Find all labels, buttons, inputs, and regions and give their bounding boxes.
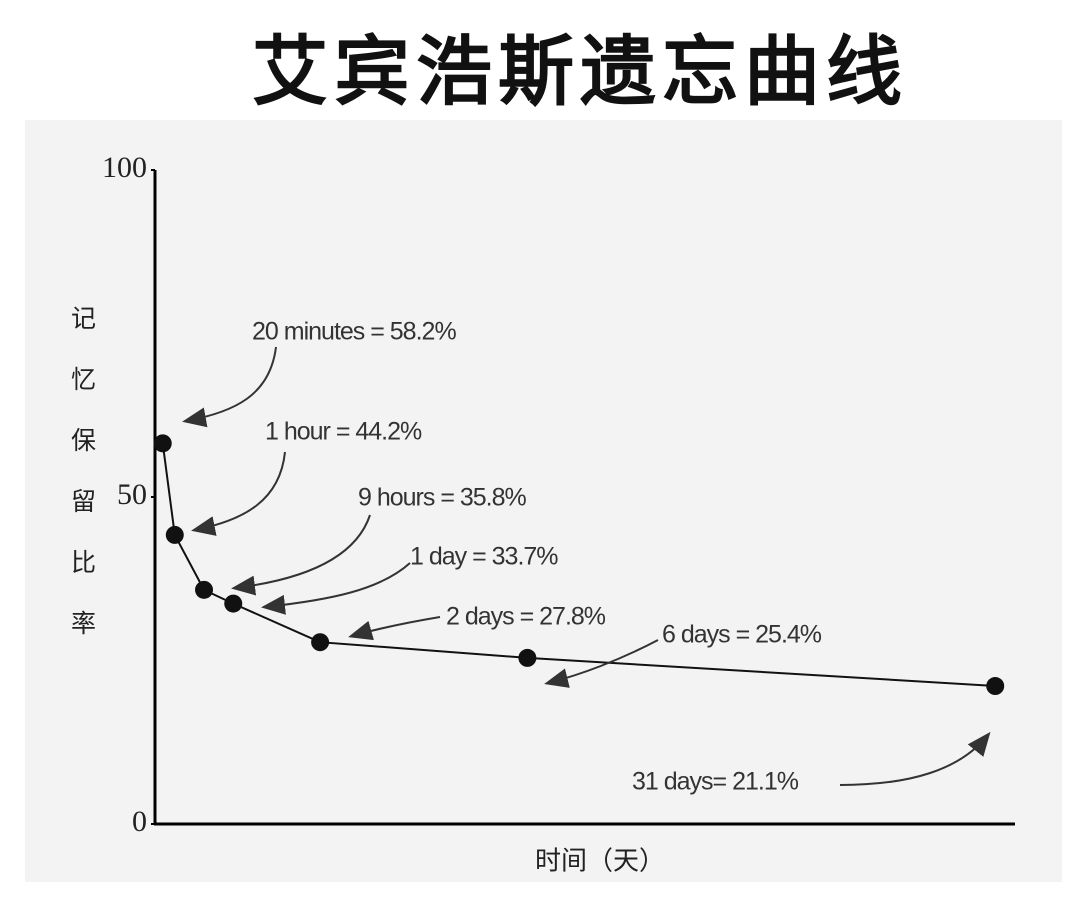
y-tick-label: 100: [102, 151, 147, 184]
point: [311, 633, 330, 652]
arrow: [231, 514, 371, 596]
x-axis-label: 时间（天）: [535, 847, 665, 877]
plot-background: [25, 120, 1062, 882]
data-label: 1 day = 33.7%: [410, 543, 558, 571]
arrow: [544, 639, 659, 688]
arrow: [182, 346, 277, 428]
arrow: [261, 562, 411, 615]
arrow: [839, 731, 991, 786]
arrow: [348, 616, 441, 641]
point: [165, 525, 184, 544]
data-label: 6 days = 25.4%: [662, 621, 822, 649]
y-tick-label: 50: [117, 478, 147, 511]
point: [224, 594, 243, 613]
data-label: 9 hours = 35.8%: [358, 484, 527, 512]
data-label: 20 minutes = 58.2%: [252, 318, 456, 346]
data-label: 2 days = 27.8%: [446, 603, 606, 631]
y-axis-label: 记忆保留比率: [68, 305, 97, 671]
y-tick-label: 0: [132, 805, 147, 838]
point: [195, 580, 214, 599]
point: [153, 434, 172, 453]
data-label: 1 hour = 44.2%: [265, 418, 422, 446]
point: [518, 648, 537, 667]
data-label: 31 days= 21.1%: [632, 768, 799, 796]
chart-title: 艾宾浩斯遗忘曲线: [252, 27, 908, 116]
arrow: [191, 451, 286, 536]
point: [986, 677, 1005, 696]
